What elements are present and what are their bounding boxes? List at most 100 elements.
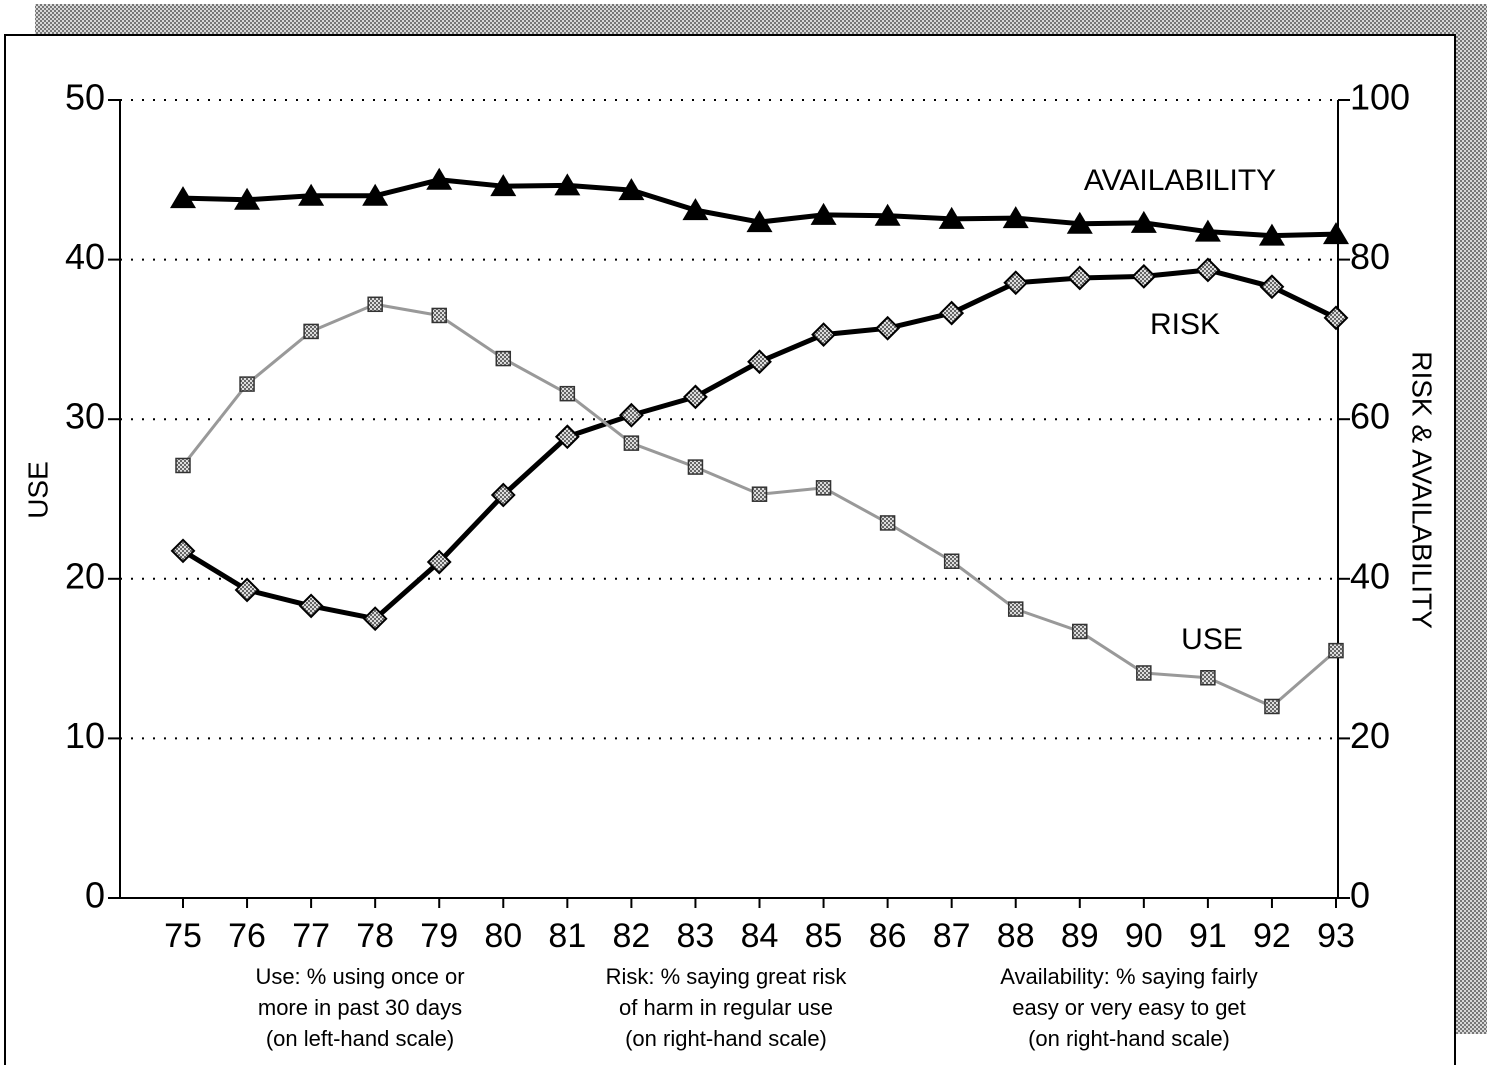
x-tick-label: 80: [484, 917, 522, 955]
marker: [554, 424, 580, 450]
x-tick-label: 92: [1253, 917, 1291, 955]
marker: [298, 183, 325, 206]
note: easy or very easy to get: [1012, 995, 1246, 1020]
y-tick-label: 40: [65, 236, 105, 277]
marker: [1323, 305, 1349, 331]
marker: [687, 459, 704, 475]
y-tick-label: 20: [65, 555, 105, 596]
marker: [874, 203, 901, 226]
x-tick-label: 86: [869, 917, 907, 955]
note: (on right-hand scale): [625, 1026, 827, 1051]
marker: [490, 482, 516, 508]
marker: [810, 202, 837, 225]
x-tick-label: 76: [228, 917, 266, 955]
marker: [298, 593, 324, 619]
y2-tick-label: 40: [1350, 555, 1390, 596]
note: Availability: % saying fairly: [1000, 964, 1258, 989]
marker: [303, 323, 319, 340]
x-tick-label: 85: [805, 917, 843, 955]
x-tick-label: 84: [741, 917, 779, 955]
marker: [1194, 219, 1221, 242]
x-tick-label: 91: [1189, 917, 1227, 955]
marker: [495, 350, 512, 367]
x-tick-label: 77: [292, 917, 330, 955]
marker: [362, 606, 388, 632]
marker: [751, 486, 768, 502]
marker: [1003, 270, 1029, 296]
y2-tick-label: 0: [1350, 875, 1370, 916]
note: Risk: % saying great risk: [606, 964, 848, 989]
marker: [938, 206, 965, 229]
marker: [554, 173, 581, 196]
marker: [559, 385, 576, 402]
marker: [1136, 665, 1152, 681]
y2-tick-label: 20: [1350, 715, 1390, 756]
marker: [943, 553, 960, 569]
x-tick-label: 93: [1317, 917, 1355, 955]
marker: [1264, 698, 1280, 715]
x-tick-label: 75: [164, 917, 202, 955]
marker: [939, 300, 965, 326]
y-axis-label: USE: [22, 461, 53, 519]
marker: [1002, 206, 1029, 229]
marker: [175, 457, 191, 474]
x-tick-label: 81: [548, 917, 586, 955]
marker: [431, 307, 447, 324]
marker: [170, 538, 196, 564]
x-tick-label: 83: [677, 917, 715, 955]
marker: [623, 435, 640, 451]
marker: [234, 187, 261, 210]
x-tick-label: 79: [420, 917, 458, 955]
marker: [362, 183, 389, 206]
marker: [815, 480, 832, 496]
series-label: AVAILABILITY: [1084, 164, 1276, 197]
marker: [1259, 274, 1285, 300]
marker: [1131, 263, 1157, 289]
marker: [234, 577, 260, 603]
x-tick-label: 82: [612, 917, 650, 955]
series-label: USE: [1181, 623, 1243, 656]
x-tick-label: 89: [1061, 917, 1099, 955]
y-tick-label: 30: [65, 396, 105, 437]
x-tick-label: 87: [933, 917, 971, 955]
y2-tick-label: 80: [1350, 236, 1390, 277]
y-tick-label: 10: [65, 715, 105, 756]
marker: [490, 174, 517, 197]
marker: [879, 515, 896, 531]
marker: [239, 376, 255, 392]
marker: [170, 186, 196, 209]
y-tick-label: 0: [85, 875, 105, 916]
note: (on left-hand scale): [266, 1026, 454, 1051]
marker: [746, 210, 773, 233]
marker: [1072, 623, 1088, 640]
marker: [367, 296, 383, 313]
y2-axis-label: RISK & AVAILABILITY: [1407, 351, 1438, 629]
series-label: RISK: [1150, 308, 1220, 341]
marker: [426, 167, 453, 190]
marker: [682, 198, 709, 221]
y-tick-label: 50: [65, 77, 105, 118]
marker: [1323, 222, 1349, 245]
marker: [1328, 642, 1344, 659]
note: of harm in regular use: [619, 995, 833, 1020]
marker: [1066, 211, 1093, 234]
marker: [618, 402, 644, 428]
marker: [875, 315, 901, 341]
note: (on right-hand scale): [1028, 1026, 1230, 1051]
y2-tick-label: 100: [1350, 77, 1410, 118]
marker: [1007, 601, 1024, 617]
marker: [683, 384, 708, 410]
marker: [426, 549, 452, 575]
marker: [1067, 265, 1093, 291]
note: more in past 30 days: [258, 995, 462, 1020]
marker: [618, 178, 645, 201]
x-tick-label: 90: [1125, 917, 1163, 955]
marker: [1195, 257, 1221, 283]
x-tick-label: 88: [997, 917, 1035, 955]
marker: [811, 322, 836, 348]
marker: [1200, 670, 1216, 686]
y2-tick-label: 60: [1350, 396, 1390, 437]
marker: [1130, 210, 1157, 233]
